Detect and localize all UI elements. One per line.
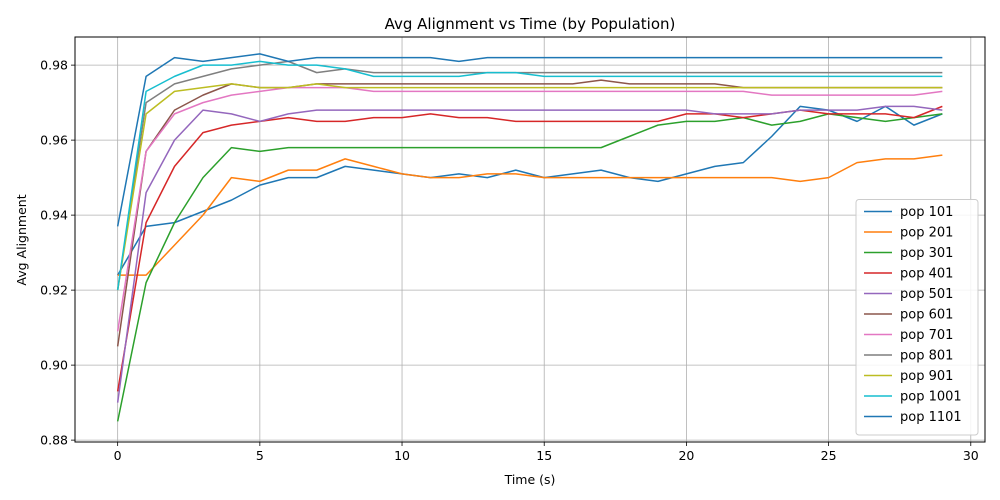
series-line-pop-301 bbox=[116, 113, 943, 422]
series-line-pop-501 bbox=[116, 105, 943, 403]
x-tick-label: 0 bbox=[114, 448, 122, 463]
legend-label: pop 901 bbox=[900, 369, 953, 384]
y-axis-ticks: 0.88 0.90 0.92 0.94 0.96 0.98 bbox=[40, 58, 75, 448]
legend-label: pop 201 bbox=[900, 226, 953, 241]
legend-label: pop 101 bbox=[900, 205, 953, 220]
y-tick-label: 0.90 bbox=[40, 358, 68, 373]
series-line-pop-201 bbox=[117, 154, 943, 276]
series-line-pop-1101 bbox=[116, 53, 943, 227]
legend-label: pop 801 bbox=[900, 349, 953, 364]
series-lines bbox=[116, 53, 943, 422]
y-tick-label: 0.98 bbox=[40, 58, 68, 73]
x-tick-label: 10 bbox=[394, 448, 410, 463]
series-line-pop-801 bbox=[116, 60, 943, 291]
x-tick-label: 15 bbox=[536, 448, 552, 463]
x-axis-title: Time (s) bbox=[504, 472, 556, 487]
legend-label: pop 1101 bbox=[900, 410, 962, 425]
y-tick-label: 0.94 bbox=[40, 208, 68, 223]
series-line-pop-901 bbox=[116, 83, 943, 291]
x-tick-label: 5 bbox=[256, 448, 264, 463]
x-tick-label: 20 bbox=[678, 448, 694, 463]
legend-label: pop 401 bbox=[900, 267, 953, 282]
y-tick-label: 0.92 bbox=[40, 283, 68, 298]
chart-title: Avg Alignment vs Time (by Population) bbox=[385, 15, 676, 33]
y-axis-title: Avg Alignment bbox=[14, 194, 29, 285]
legend: pop 101 pop 201 pop 301 pop 401 pop 501 pop 6… bbox=[855, 199, 979, 436]
legend-label: pop 701 bbox=[900, 328, 953, 343]
legend-label: pop 301 bbox=[900, 246, 953, 261]
y-tick-label: 0.96 bbox=[40, 133, 68, 148]
x-axis-ticks: 0 5 10 15 20 25 30 bbox=[114, 442, 979, 463]
grid-lines bbox=[75, 37, 985, 442]
series-line-pop-701 bbox=[116, 86, 943, 332]
legend-label: pop 601 bbox=[900, 308, 953, 323]
legend-label: pop 1001 bbox=[900, 390, 962, 405]
y-tick-label: 0.88 bbox=[40, 433, 68, 448]
x-tick-label: 30 bbox=[963, 448, 979, 463]
x-tick-label: 25 bbox=[821, 448, 837, 463]
plot-frame bbox=[74, 36, 986, 443]
series-line-pop-1001 bbox=[116, 60, 943, 291]
legend-label: pop 501 bbox=[900, 287, 953, 302]
series-line-pop-101 bbox=[117, 105, 943, 276]
